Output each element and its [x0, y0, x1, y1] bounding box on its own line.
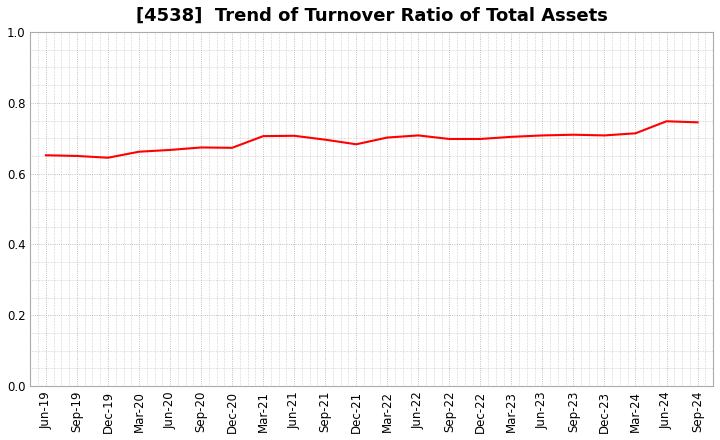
Title: [4538]  Trend of Turnover Ratio of Total Assets: [4538] Trend of Turnover Ratio of Total …: [136, 7, 608, 25]
